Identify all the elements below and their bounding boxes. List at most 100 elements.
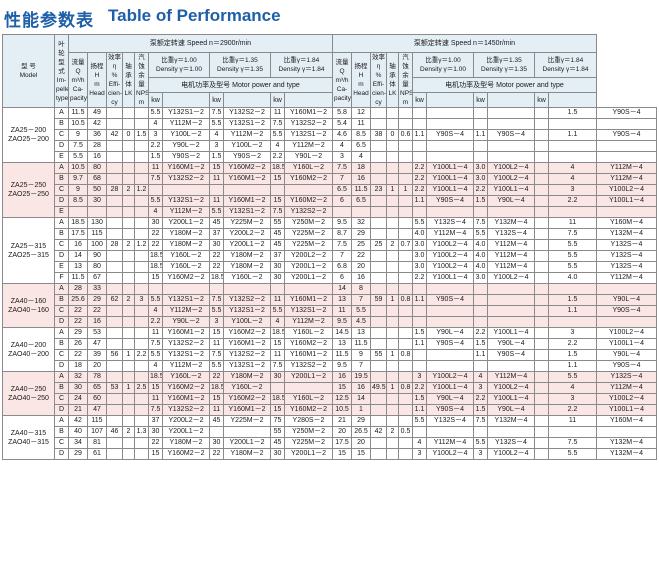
table-cell: [473, 316, 488, 328]
table-cell: A: [54, 371, 69, 383]
table-cell: Y160M1－2: [223, 338, 271, 350]
table-cell: [370, 338, 387, 350]
table-cell: 29: [351, 415, 371, 427]
table-cell: [386, 338, 399, 350]
table-cell: [398, 217, 413, 229]
table-cell: 4.0: [473, 261, 488, 273]
table-cell: [426, 305, 474, 317]
table-cell: 29: [68, 327, 88, 339]
table-cell: 18.5: [270, 393, 285, 405]
table-cell: [398, 283, 413, 295]
table-cell: Y132S1－2: [162, 107, 210, 119]
table-cell: 7.5: [270, 118, 285, 130]
table-cell: [596, 151, 657, 163]
table-cell: 8.7: [332, 228, 352, 240]
page-title-bar: 性能参数表 Table of Performance: [0, 0, 659, 34]
table-cell: A: [54, 107, 69, 119]
table-cell: D: [54, 140, 69, 152]
table-cell: [534, 448, 549, 460]
table-cell: 2.2: [548, 338, 597, 350]
table-cell: [548, 118, 597, 130]
table-cell: E: [54, 206, 69, 218]
table-cell: 10.5: [68, 118, 88, 130]
table-cell: Y132S2－2: [223, 294, 271, 306]
table-cell: [398, 338, 413, 350]
table-cell: Y132S2－2: [162, 338, 210, 350]
header-kw: kw: [534, 92, 549, 108]
table-cell: [398, 140, 413, 152]
table-cell: [386, 371, 399, 383]
table-cell: [106, 151, 123, 163]
table-cell: [534, 261, 549, 273]
table-cell: [534, 382, 549, 394]
table-cell: 7.5: [473, 415, 488, 427]
table-cell: [412, 283, 427, 295]
table-cell: Y160M1－2: [223, 404, 271, 416]
table-cell: 32: [68, 371, 88, 383]
table-cell: [386, 404, 399, 416]
table-cell: 4: [548, 173, 597, 185]
table-cell: Y225M－2: [223, 217, 271, 229]
table-cell: [87, 206, 107, 218]
table-cell: F: [54, 272, 69, 284]
table-row: C 22 39 56 1 2.2 5.5 Y132S1－2 7.5 Y132S2－2 11 Y160M…: [3, 349, 657, 361]
table-cell: 15: [270, 404, 285, 416]
table-cell: [134, 162, 149, 174]
table-cell: [473, 360, 488, 372]
table-cell: D: [54, 250, 69, 262]
table-cell: Y90S－2: [223, 151, 271, 163]
table-row: D 18 20 4 Y112M－2 5.5 Y132S1－2 7.5 Y132S2－2 9.5 7 1…: [3, 360, 657, 372]
table-cell: 1: [386, 382, 399, 394]
table-cell: 11.5: [68, 107, 88, 119]
table-row: F 11.5 67 15 Y160M2－2 18.5 Y160L－2 30 Y200L1－2 6 1…: [3, 272, 657, 284]
table-cell: 18.5: [148, 250, 163, 262]
table-cell: Y250M－2: [284, 217, 333, 229]
table-cell: [426, 283, 474, 295]
table-cell: Y132M－4: [487, 415, 535, 427]
table-cell: [270, 283, 285, 295]
table-cell: C: [54, 437, 69, 449]
table-cell: 5.5: [351, 305, 371, 317]
table-cell: Y100L2－4: [596, 327, 657, 339]
table-cell: 11: [148, 393, 163, 405]
table-cell: [106, 437, 123, 449]
table-cell: 32: [351, 217, 371, 229]
table-cell: Y100L1－4: [487, 184, 535, 196]
table-cell: 17.5: [332, 437, 352, 449]
table-cell: 15: [270, 195, 285, 207]
table-row: ZA40－250 ZAO40－250 A 32 78 18.5 Y160L－2 22 Y180M…: [2, 371, 657, 416]
table-cell: 1.5: [548, 107, 597, 119]
table-cell: Y225M－2: [284, 239, 333, 251]
table-cell: 9.5: [332, 217, 352, 229]
table-cell: [398, 404, 413, 416]
table-cell: 1: [398, 184, 413, 196]
table-cell: [284, 283, 333, 295]
table-cell: Y132S1－2: [284, 305, 333, 317]
table-cell: 20: [351, 261, 371, 273]
table-cell: [122, 327, 135, 339]
table-cell: Y90S－4: [596, 305, 657, 317]
table-cell: [386, 107, 399, 119]
table-cell: 5.5: [412, 415, 427, 427]
table-cell: [386, 327, 399, 339]
table-cell: 5.5: [270, 305, 285, 317]
table-cell: 1.5: [473, 195, 488, 207]
table-cell: Y160L－2: [284, 393, 333, 405]
table-cell: 19.5: [351, 371, 371, 383]
table-cell: 12.5: [332, 393, 352, 405]
model-cell: ZA40－200 ZAO40－200: [2, 327, 55, 372]
table-cell: [534, 272, 549, 284]
table-cell: E: [54, 151, 69, 163]
table-row: B 17.5 115 22 Y180M－2 37 Y200L2－2 45 Y225M－2 8.7 2…: [3, 228, 657, 240]
table-cell: 22: [68, 349, 88, 361]
table-cell: 0.8: [398, 349, 413, 361]
table-cell: Y160M1－2: [223, 195, 271, 207]
table-cell: 30: [270, 448, 285, 460]
table-cell: Y112M－4: [426, 228, 474, 240]
table-cell: [122, 305, 135, 317]
table-body: ZA25－200 ZAO25－200 A 11.5 49 5.5 Y132S1－2 7.5 Y1…: [2, 107, 657, 460]
table-cell: [398, 250, 413, 262]
table-row: E 4 Y112M－2 5.5 Y132S1－2 7.5 Y132S2－2: [3, 206, 657, 218]
